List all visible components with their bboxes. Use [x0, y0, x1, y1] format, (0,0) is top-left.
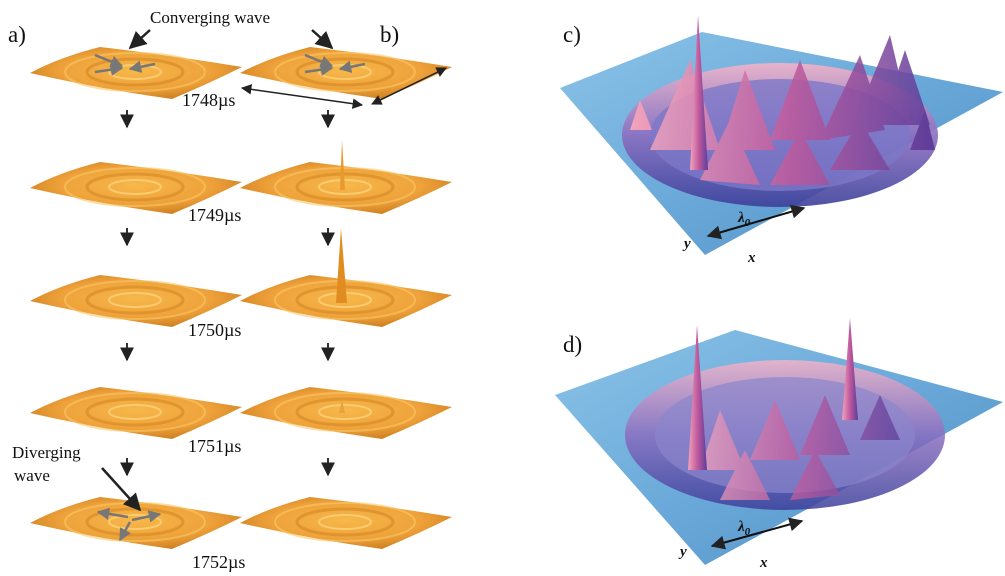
- surfaces: [28, 45, 454, 551]
- scale-label: λ0: [737, 519, 751, 538]
- panel-label: c): [563, 22, 581, 47]
- step-arrows: [120, 110, 335, 477]
- x-axis-label: x: [759, 555, 768, 571]
- time-label: 1751µs: [188, 436, 241, 456]
- time-label: 1752µs: [192, 552, 245, 572]
- wave-arrows: [94, 53, 366, 542]
- y-axis-label: y: [682, 236, 691, 252]
- panel-label: a): [8, 22, 26, 47]
- time-label: 1748µs: [182, 90, 235, 110]
- annotation: Diverging: [12, 443, 81, 462]
- surface-c: [560, 15, 1003, 255]
- scale-label: λ0: [737, 210, 751, 229]
- annotation: Converging wave: [150, 8, 270, 27]
- time-label: 1750µs: [188, 320, 241, 340]
- time-label: 1749µs: [188, 205, 241, 225]
- annotation: wave: [14, 466, 50, 485]
- y-axis-label: y: [678, 544, 687, 560]
- pointers: [101, 29, 447, 512]
- panel-label: b): [380, 22, 399, 47]
- x-axis-label: x: [747, 250, 756, 266]
- panel-label: d): [563, 332, 582, 357]
- surface-d: [555, 318, 1003, 565]
